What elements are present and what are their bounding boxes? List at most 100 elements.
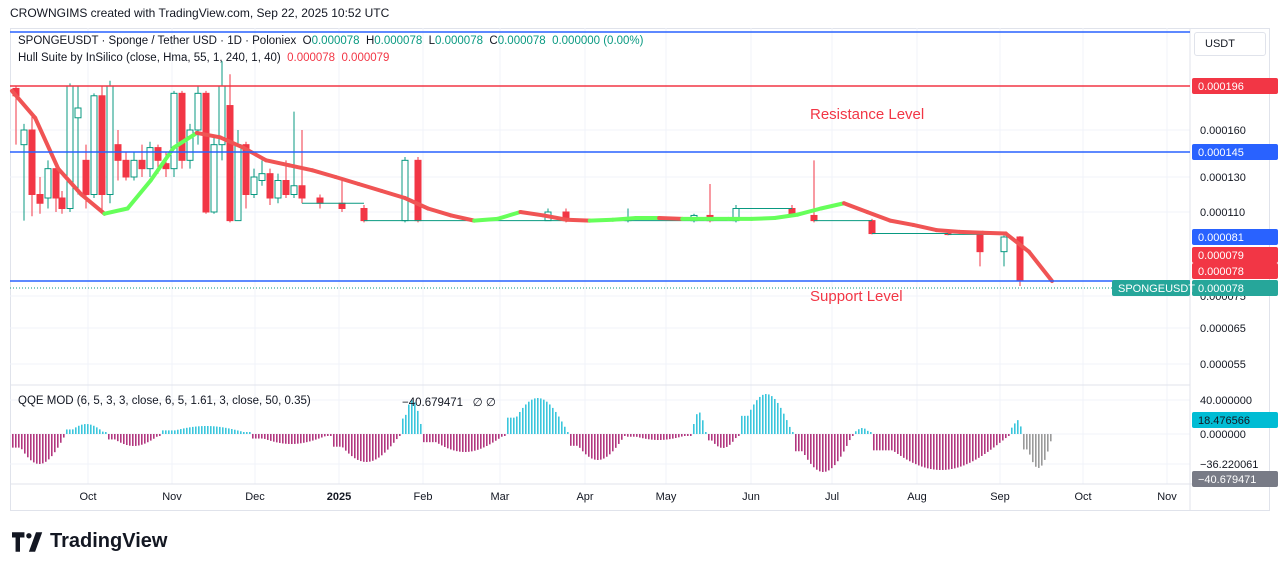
candle-body <box>74 107 82 119</box>
qqe-bar <box>939 434 941 470</box>
created-caption: CROWNGIMS created with TradingView.com, … <box>10 6 390 20</box>
qqe-bar <box>771 396 773 434</box>
qqe-bar <box>1044 434 1046 460</box>
qqe-bar <box>579 434 581 448</box>
qqe-bar <box>234 429 236 434</box>
qqe-bar <box>561 421 563 434</box>
price-axis-tick: 0.000110 <box>1200 207 1245 219</box>
qqe-bar <box>873 434 875 451</box>
qqe-legend: QQE MOD (6, 5, 3, 3, close, 6, 5, 1.61, … <box>18 395 311 407</box>
hull-segment <box>772 212 800 221</box>
qqe-bar <box>201 426 203 434</box>
qqe-bar <box>12 434 14 448</box>
qqe-bar <box>465 434 467 452</box>
qqe-bar <box>312 434 314 441</box>
hull-segment <box>610 216 638 222</box>
qqe-bar <box>300 434 302 444</box>
qqe-bar <box>207 426 209 434</box>
red-badge-1-bg <box>1192 247 1278 263</box>
qqe-bar <box>297 434 299 444</box>
qqe-bar <box>471 434 473 452</box>
qqe-bar <box>75 427 77 434</box>
qqe-bar <box>618 434 620 444</box>
qqe-bar <box>144 434 146 444</box>
qqe-bar <box>681 434 683 437</box>
qqe-bar <box>549 404 551 434</box>
qqe-bar <box>57 434 59 448</box>
qqe-bar <box>162 430 164 434</box>
hull-segment <box>934 228 962 234</box>
qqe-bar <box>63 434 65 438</box>
qqe-bar <box>192 426 194 434</box>
candle-body <box>36 194 44 204</box>
grid-lines <box>10 28 1190 484</box>
qqe-bar <box>915 434 917 465</box>
hull-segment <box>842 201 870 214</box>
tradingview-footer: TradingView <box>12 530 167 553</box>
qqe-bar <box>1041 434 1043 466</box>
qqe-bar <box>228 428 230 434</box>
qqe-bar <box>165 430 167 434</box>
qqe-bar <box>450 434 452 450</box>
qqe-bar <box>570 434 572 446</box>
qqe-bar <box>978 434 980 458</box>
qqe-bar <box>378 434 380 458</box>
qqe-bar <box>654 434 656 440</box>
qqe-bar <box>525 404 527 434</box>
qqe-bar <box>390 434 392 447</box>
qqe-bar <box>543 399 545 434</box>
qqe-bar <box>366 434 368 462</box>
qqe-bar <box>156 434 158 437</box>
qqe-bar <box>885 434 887 451</box>
currency-button[interactable]: USDT <box>1194 32 1266 56</box>
qqe-bar <box>810 434 812 464</box>
qqe-bar <box>687 434 689 436</box>
candle-body <box>146 147 154 170</box>
time-axis-label: Oct <box>1074 491 1091 503</box>
price-axis-tick: 0.000130 <box>1200 172 1246 184</box>
qqe-cyan-badge-text: 18.476566 <box>1198 415 1250 427</box>
qqe-bar <box>756 400 758 434</box>
qqe-bar <box>219 426 221 434</box>
qqe-bar <box>1017 420 1019 434</box>
qqe-bar <box>597 434 599 460</box>
qqe-axis-tick: 0.000000 <box>1200 429 1246 441</box>
qqe-bar <box>804 434 806 456</box>
qqe-bar <box>375 434 377 460</box>
qqe-bar <box>711 434 713 441</box>
qqe-bar <box>963 434 965 466</box>
qqe-bar <box>864 428 866 434</box>
price-axis-tick: 0.000055 <box>1200 359 1246 371</box>
candle-body <box>130 159 138 178</box>
qqe-bar <box>855 431 857 434</box>
qqe-bar <box>111 434 113 440</box>
qqe-bar <box>240 431 242 434</box>
low-value: 0.000078 <box>435 35 483 47</box>
qqe-bar <box>846 434 848 446</box>
qqe-bar <box>585 434 587 455</box>
qqe-bar <box>765 394 767 434</box>
qqe-bar <box>468 434 470 452</box>
qqe-bar <box>369 434 371 462</box>
qqe-gray-badge-bg <box>1192 471 1278 487</box>
qqe-bar <box>783 413 785 434</box>
qqe-bar <box>48 434 50 460</box>
qqe-bar <box>993 434 995 448</box>
qqe-bar <box>951 434 953 469</box>
qqe-bar <box>849 434 851 441</box>
qqe-bar <box>1020 426 1022 434</box>
qqe-bar <box>843 434 845 452</box>
qqe-bar <box>504 434 506 436</box>
qqe-bar <box>822 434 824 472</box>
hull-segment <box>888 218 916 227</box>
open-value: 0.000078 <box>311 35 360 47</box>
last-price-badge: 0.000078 <box>1192 280 1278 296</box>
red-badge-2: 0.000078 <box>1192 263 1278 279</box>
qqe-bar <box>786 420 788 434</box>
candle-body <box>298 185 306 199</box>
qqe-bar <box>768 394 770 434</box>
qqe-bar <box>657 434 659 440</box>
qqe-bar <box>15 434 17 448</box>
qqe-bar <box>990 434 992 450</box>
